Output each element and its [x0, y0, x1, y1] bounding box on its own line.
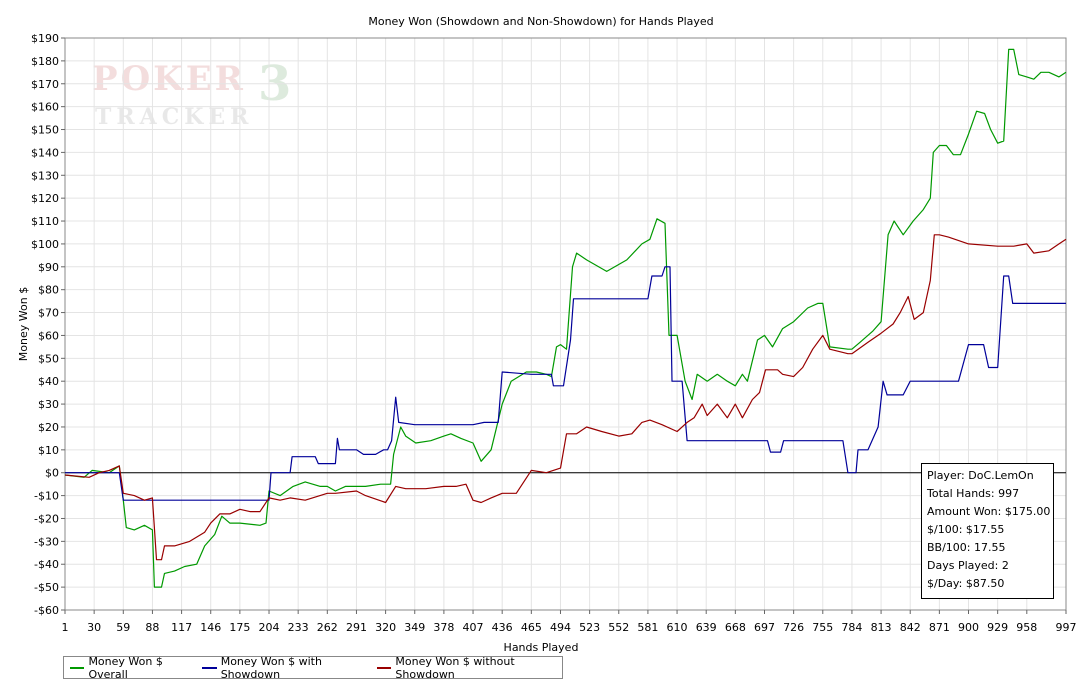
- legend-item-showdown: Money Won $ with Showdown: [202, 655, 369, 681]
- x-tick-label: 465: [521, 621, 542, 634]
- y-tick-label: $140: [31, 146, 59, 159]
- y-tick-label: $0: [45, 467, 59, 480]
- legend-label-overall: Money Won $ Overall: [88, 654, 163, 681]
- svg-text:POKER: POKER: [92, 59, 246, 99]
- series-lines: [64, 48, 1067, 588]
- y-tick-label: $170: [31, 78, 59, 91]
- x-tick-label: 552: [608, 621, 629, 634]
- series-line-without-showdown: [64, 234, 1067, 561]
- y-tick-label: $100: [31, 238, 59, 251]
- x-tick-label: 436: [492, 621, 513, 634]
- y-tick-label: $10: [38, 444, 59, 457]
- legend-label-non-showdown: Money Won $ without Showdown: [395, 654, 515, 681]
- x-tick-label: 175: [229, 621, 250, 634]
- x-tick-label: 30: [87, 621, 101, 634]
- x-tick-label: 233: [288, 621, 309, 634]
- series-line-with-showdown: [65, 266, 1066, 501]
- x-tick-label: 958: [1016, 621, 1037, 634]
- x-tick-label: 726: [783, 621, 804, 634]
- stat-days-played: Days Played: 2: [927, 559, 1009, 572]
- stat-bb-per-100: BB/100: 17.55: [927, 541, 1006, 554]
- y-tick-label: $40: [38, 375, 59, 388]
- y-tick-label: $130: [31, 169, 59, 182]
- legend-swatch-overall: [70, 666, 85, 669]
- y-tick-label: $190: [31, 32, 59, 45]
- x-tick-label: 320: [375, 621, 396, 634]
- stat-total-hands: Total Hands: 997: [927, 487, 1020, 500]
- x-tick-label: 523: [579, 621, 600, 634]
- y-tick-label: $20: [38, 421, 59, 434]
- legend-item-overall: Money Won $ Overall: [70, 655, 194, 681]
- x-tick-label: 59: [116, 621, 130, 634]
- chart-legend: Money Won $ Overall Money Won $ with Sho…: [63, 654, 563, 681]
- y-tick-label: $80: [38, 284, 59, 297]
- y-tick-label: -$40: [34, 558, 59, 571]
- y-tick-label: -$20: [34, 512, 59, 525]
- x-tick-label: 900: [958, 621, 979, 634]
- stat-amount-won: Amount Won: $175.00: [927, 505, 1051, 518]
- x-tick-label: 784: [841, 621, 862, 634]
- svg-text:TRACKER: TRACKER: [95, 104, 253, 130]
- plot-area-border: [64, 37, 1067, 611]
- legend-item-non-showdown: Money Won $ without Showdown: [376, 654, 560, 681]
- y-tick-label: -$10: [34, 490, 59, 503]
- pokertracker-logo: POKER 3 TRACKER: [92, 56, 291, 130]
- legend-swatch-showdown: [202, 666, 217, 669]
- x-tick-label: 494: [550, 621, 571, 634]
- y-tick-label: $160: [31, 101, 59, 114]
- legend-label-showdown: Money Won $ with Showdown: [220, 654, 322, 681]
- x-tick-label: 610: [667, 621, 688, 634]
- x-tick-label: 668: [725, 621, 746, 634]
- x-tick-label: 146: [200, 621, 221, 634]
- x-tick-label: 929: [987, 621, 1008, 634]
- x-tick-label: 639: [696, 621, 717, 634]
- x-tick-label: 581: [637, 621, 658, 634]
- x-tick-label: 842: [900, 621, 921, 634]
- y-tick-label: -$50: [34, 581, 59, 594]
- x-tick-label: 88: [145, 621, 159, 634]
- x-tick-label: 204: [259, 621, 280, 634]
- y-tick-label: $50: [38, 352, 59, 365]
- x-tick-label: 1: [62, 621, 69, 634]
- y-tick-label: -$30: [34, 535, 59, 548]
- legend-swatch-non-showdown: [376, 666, 392, 669]
- x-axis-label: Hands Played: [504, 641, 579, 654]
- x-tick-label: 349: [404, 621, 425, 634]
- x-tick-label: 262: [317, 621, 338, 634]
- stat-player: Player: DoC.LemOn: [927, 469, 1034, 482]
- x-tick-label: 291: [346, 621, 367, 634]
- player-stats-box: Player: DoC.LemOn Total Hands: 997 Amoun…: [921, 463, 1054, 599]
- x-tick-label: 997: [1056, 621, 1077, 634]
- y-tick-label: $110: [31, 215, 59, 228]
- x-tick-label: 871: [929, 621, 950, 634]
- y-tick-label: $90: [38, 261, 59, 274]
- x-tick-label: 697: [754, 621, 775, 634]
- x-tick-label: 407: [463, 621, 484, 634]
- stat-per-100: $/100: $17.55: [927, 523, 1005, 536]
- y-axis-ticks: -$60 -$50 -$40 -$30 -$20 -$10 $0 $10 $20 $30 $40 $5…: [31, 32, 65, 617]
- y-axis-label: Money Won $: [17, 287, 30, 361]
- x-tick-label: 378: [433, 621, 454, 634]
- y-tick-label: $30: [38, 398, 59, 411]
- y-tick-label: $120: [31, 192, 59, 205]
- x-tick-label: 117: [171, 621, 192, 634]
- y-tick-label: -$60: [34, 604, 59, 617]
- y-tick-label: $150: [31, 124, 59, 137]
- chart-title: Money Won (Showdown and Non-Showdown) fo…: [368, 15, 713, 28]
- y-tick-label: $70: [38, 307, 59, 320]
- stat-per-day: $/Day: $87.50: [927, 577, 1005, 590]
- x-axis-ticks: 1 30 59 88 117 146 175 204 233 262 291 320 349 378 407…: [62, 610, 1077, 634]
- series-line-overall: [64, 48, 1067, 588]
- x-tick-label: 813: [871, 621, 892, 634]
- y-tick-label: $60: [38, 329, 59, 342]
- x-tick-label: 755: [812, 621, 833, 634]
- y-tick-label: $180: [31, 55, 59, 68]
